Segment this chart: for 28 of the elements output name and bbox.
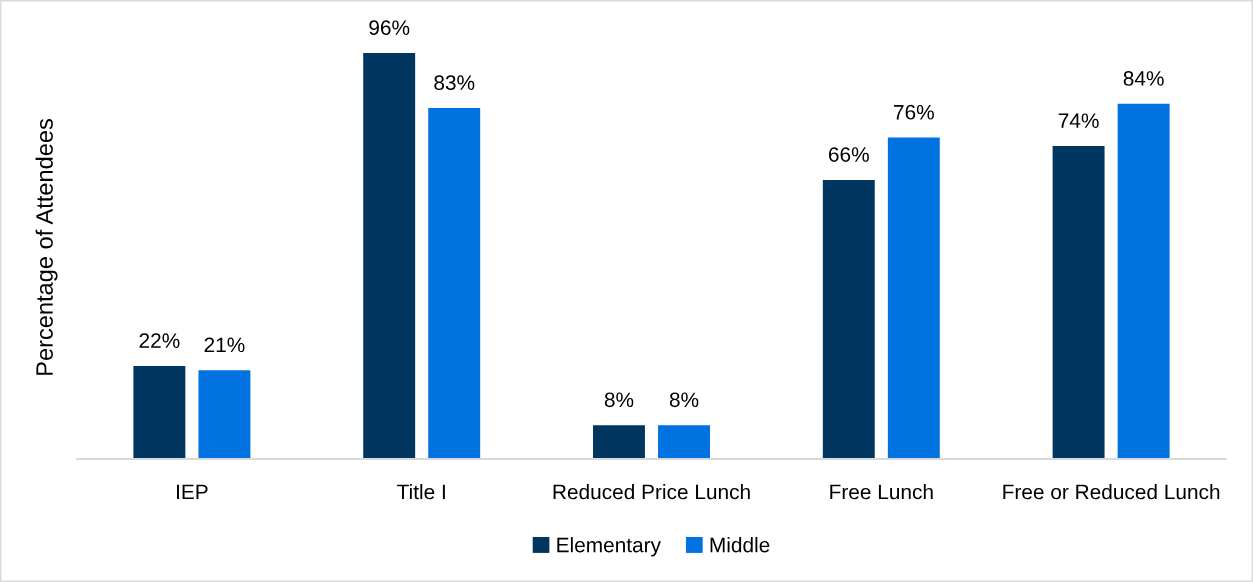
bar xyxy=(887,137,940,459)
bar xyxy=(658,425,710,459)
x-tick-label: Title I xyxy=(397,484,445,500)
x-tick-label: Free or Reduced Lunch xyxy=(1003,484,1220,500)
bar xyxy=(133,365,186,459)
data-label: 76% xyxy=(894,104,934,120)
data-label: 83% xyxy=(434,75,475,91)
x-tick-label: Free Lunch xyxy=(830,484,933,500)
bar xyxy=(428,108,481,459)
data-label: 66% xyxy=(828,147,869,162)
data-label: 74% xyxy=(1058,113,1099,128)
bar xyxy=(1117,103,1170,459)
x-tick-label: Reduced Price Lunch xyxy=(553,484,750,500)
data-label: 8% xyxy=(604,392,634,408)
x-tick-label: IEP xyxy=(177,484,208,500)
bar xyxy=(593,425,645,459)
bar xyxy=(1052,146,1105,459)
legend-label: Middle xyxy=(710,537,770,553)
y-axis-title: Percentage of Attendees xyxy=(35,119,58,375)
bar xyxy=(363,53,416,459)
data-label: 8% xyxy=(669,392,699,408)
data-label: 22% xyxy=(139,333,180,348)
bar xyxy=(198,370,251,459)
data-label: 96% xyxy=(369,20,410,36)
data-label: 84% xyxy=(1123,71,1164,86)
data-label: 21% xyxy=(204,337,245,353)
legend-label: Elementary xyxy=(557,537,661,557)
bar xyxy=(822,179,875,459)
